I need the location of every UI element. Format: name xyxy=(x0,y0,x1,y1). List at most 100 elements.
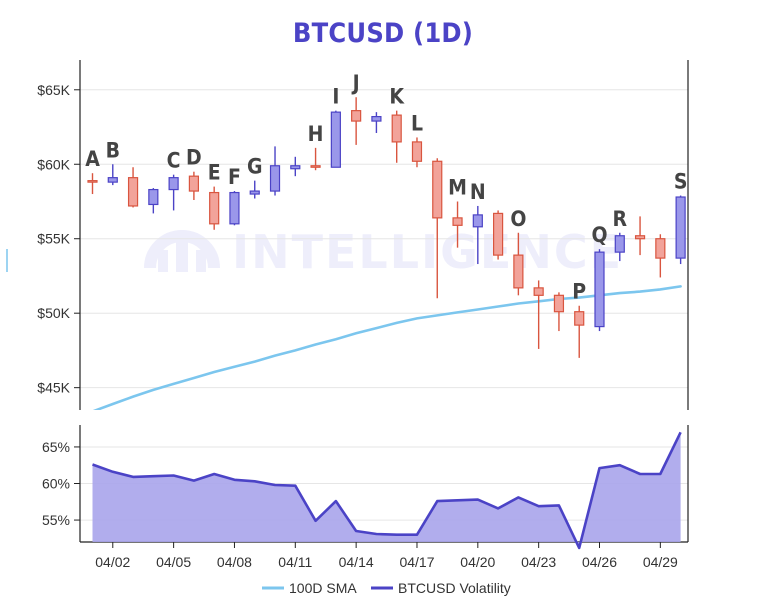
candle-body xyxy=(249,190,260,195)
x-tick-label: 04/08 xyxy=(217,554,252,570)
x-tick-label: 04/26 xyxy=(582,554,617,570)
candle-body xyxy=(87,180,98,183)
candle xyxy=(533,280,544,349)
price-tick-label: $65K xyxy=(37,82,70,98)
annotation-label: J xyxy=(351,71,360,95)
candle xyxy=(432,158,443,299)
annotation-label: E xyxy=(208,161,221,185)
candle-body xyxy=(148,188,159,206)
candle xyxy=(107,164,118,186)
candle xyxy=(310,147,321,171)
volatility-area xyxy=(92,432,681,548)
candle xyxy=(269,146,281,196)
candle-body xyxy=(168,177,179,191)
candle-body xyxy=(107,177,118,183)
candle xyxy=(371,112,382,133)
candle xyxy=(614,232,625,262)
candle xyxy=(513,232,524,296)
candle-body xyxy=(553,294,565,313)
price-tick-label: $55K xyxy=(37,231,70,247)
annotation-label: I xyxy=(332,85,339,109)
price-tick-label: $60K xyxy=(37,156,70,172)
x-tick-label: 04/29 xyxy=(643,554,678,570)
candle xyxy=(655,234,666,278)
x-tick-label: 04/20 xyxy=(460,554,495,570)
watermark: INTELLIGENCE xyxy=(144,225,623,279)
legend-sma-label: 100D SMA xyxy=(289,580,357,596)
x-tick-label: 04/02 xyxy=(95,554,130,570)
volatility-axis-ticks: 55% 60% 65% xyxy=(42,439,80,528)
annotation-label: L xyxy=(411,111,423,135)
sma-line xyxy=(92,285,682,410)
annotation-label: Q xyxy=(591,223,607,247)
x-tick-label: 04/23 xyxy=(521,554,556,570)
candle xyxy=(411,137,423,168)
candle-body xyxy=(472,214,483,228)
annotation-label: N xyxy=(470,180,486,204)
candle xyxy=(209,186,220,230)
candle-body xyxy=(391,114,402,143)
x-tick-label: 04/11 xyxy=(278,554,312,570)
candle-body xyxy=(371,115,382,122)
candle-body xyxy=(188,175,199,192)
annotation-label: A xyxy=(85,147,100,171)
annotation-label: B xyxy=(106,138,120,162)
chart-title: BTCUSD (1D) xyxy=(292,18,474,49)
annotation-label: G xyxy=(247,155,263,179)
candle xyxy=(127,167,139,208)
x-tick-label: 04/17 xyxy=(399,554,434,570)
candle-body xyxy=(655,238,666,259)
price-gridlines xyxy=(80,89,688,389)
price-tick-label: $45K xyxy=(37,380,70,396)
price-axis-ticks: $45K $50K $55K $60K $65K xyxy=(37,82,80,396)
candle-body xyxy=(452,217,463,226)
candle xyxy=(249,180,260,199)
candle-body xyxy=(493,212,504,256)
candle-body xyxy=(290,165,301,170)
candle xyxy=(574,305,585,358)
legend-volatility-label: BTCUSD Volatility xyxy=(398,580,511,596)
candle xyxy=(229,191,240,226)
candle xyxy=(493,210,504,260)
candle xyxy=(472,205,483,265)
candle-body xyxy=(594,251,605,328)
annotation-label: P xyxy=(572,280,586,304)
candle xyxy=(675,195,686,265)
candle-body xyxy=(675,196,686,259)
candle xyxy=(188,171,199,200)
annotation-label: M xyxy=(448,175,467,199)
candle-body xyxy=(574,311,585,326)
candle-body xyxy=(351,110,362,122)
candle-body xyxy=(127,177,139,207)
candle xyxy=(168,174,179,211)
volatility-layer xyxy=(92,431,682,550)
candle xyxy=(452,201,463,248)
price-tick-label: $50K xyxy=(37,305,70,321)
candle-body xyxy=(209,191,220,225)
x-tick-label: 04/14 xyxy=(339,554,374,570)
volatility-tick-label: 60% xyxy=(42,476,70,492)
legend: 100D SMA BTCUSD Volatility xyxy=(262,580,511,596)
candle xyxy=(594,249,605,332)
candle xyxy=(148,188,159,214)
candle xyxy=(553,292,565,332)
watermark-logo-icon xyxy=(144,230,220,272)
annotation-label: K xyxy=(389,85,405,109)
candle xyxy=(634,216,646,256)
volatility-tick-label: 55% xyxy=(42,512,70,528)
candle-body xyxy=(533,287,544,296)
candle-body xyxy=(310,165,321,168)
candle xyxy=(351,97,362,145)
candles xyxy=(87,97,686,358)
annotations: A B C DE F G HIJ KL M NO P QR S xyxy=(85,71,687,304)
annotation-label: F xyxy=(228,165,241,189)
annotation-label: D xyxy=(186,146,202,170)
candle-body xyxy=(432,160,443,219)
candle-body xyxy=(330,111,341,168)
annotation-label: S xyxy=(674,170,688,194)
candle-body xyxy=(513,254,524,289)
watermark-text: INTELLIGENCE xyxy=(232,225,623,279)
candle-body xyxy=(229,191,240,225)
volatility-line xyxy=(92,431,682,550)
